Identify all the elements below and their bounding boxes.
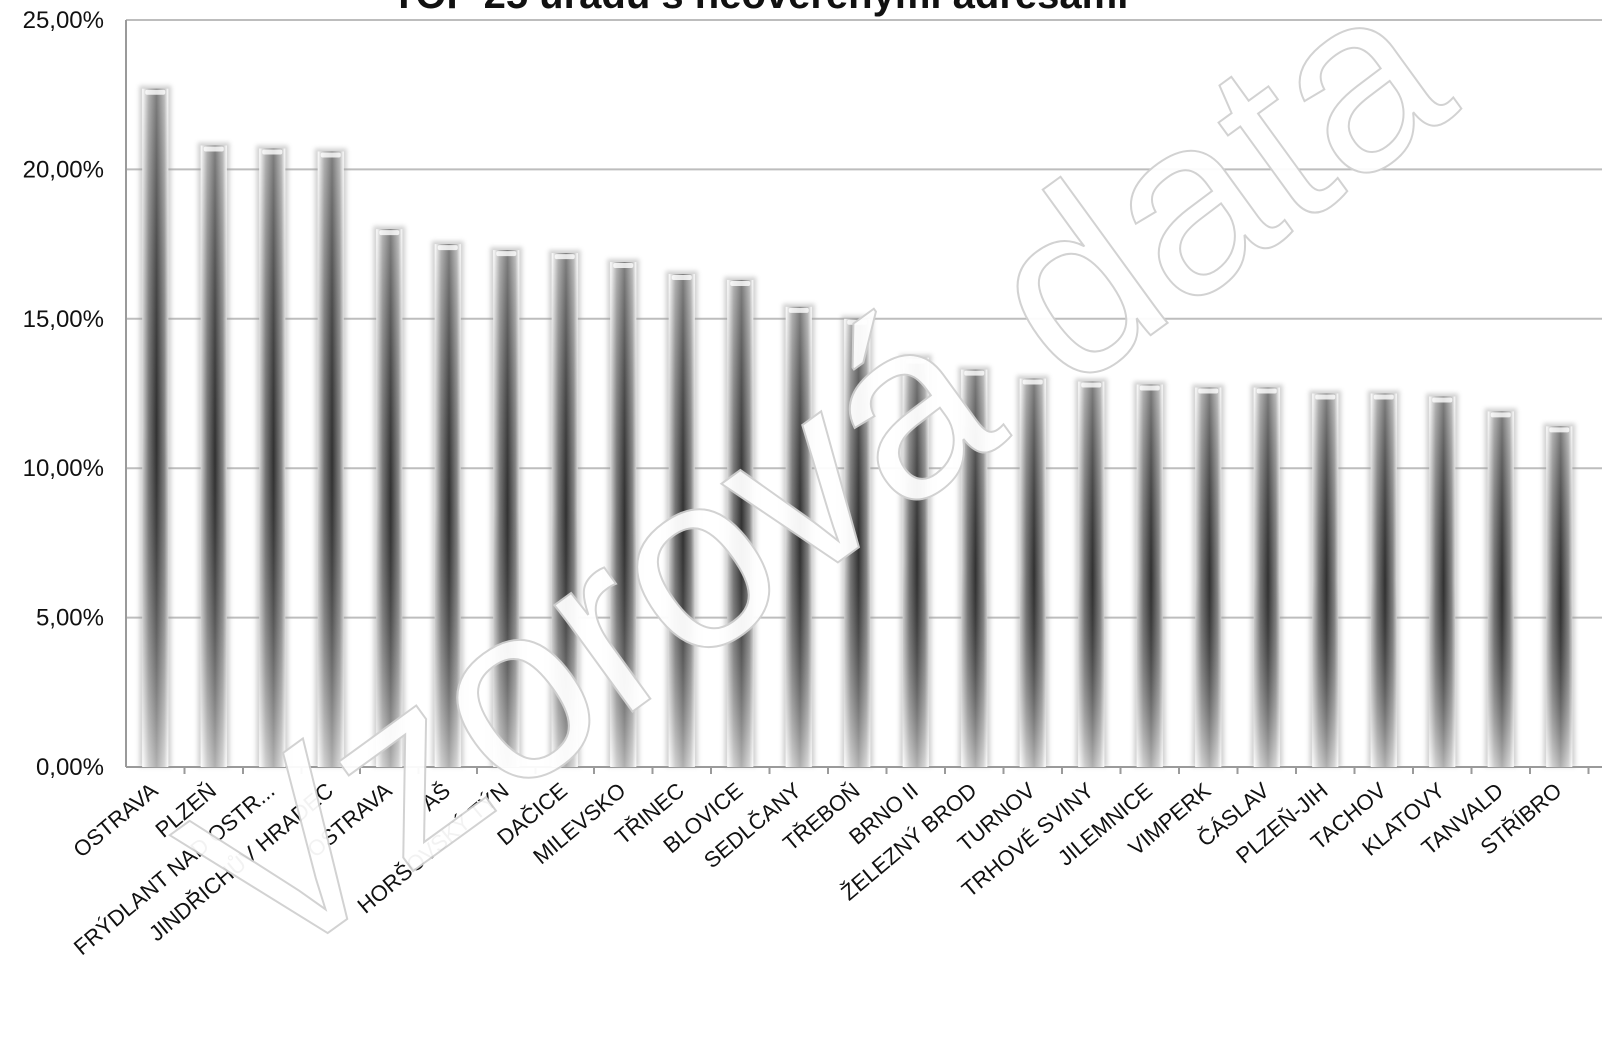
bar-cap (1139, 385, 1160, 391)
bar-shade (1429, 396, 1456, 767)
bar-cap (1373, 394, 1394, 400)
bar-cap (1198, 388, 1219, 394)
bar-shade (1019, 378, 1046, 767)
bar (1192, 384, 1225, 767)
bar-cap (203, 146, 224, 152)
bar (1250, 384, 1283, 767)
bar (373, 226, 406, 767)
bar (724, 276, 757, 767)
bar-shade (785, 306, 812, 767)
bar-cap (613, 263, 634, 269)
bar-shade (376, 229, 403, 767)
bar-cap (1081, 382, 1102, 388)
y-tick-label: 20,00% (23, 156, 104, 183)
bar (782, 303, 815, 767)
bar (197, 142, 230, 768)
bar-cap (379, 230, 400, 236)
bar-shade (902, 357, 929, 767)
bar-cap (1432, 397, 1453, 403)
bar (1484, 408, 1517, 767)
y-tick-label: 15,00% (23, 306, 104, 333)
bar (256, 145, 289, 767)
bar-cap (671, 274, 692, 280)
bar-cap (847, 319, 868, 325)
bar-shade (961, 369, 988, 767)
bar-shade (1078, 381, 1105, 767)
bar-shade (317, 151, 344, 768)
bar (548, 250, 581, 768)
bar (665, 270, 698, 767)
bar (314, 148, 347, 768)
bar-shade (1195, 387, 1222, 767)
bar (139, 85, 172, 767)
y-axis-tick-labels: 0,00% 5,00% 10,00% 15,00% 20,00% 25,00% (23, 7, 104, 781)
bar (841, 315, 874, 767)
bar-shade (551, 253, 578, 768)
bar-shade (434, 244, 461, 768)
bar (1075, 378, 1108, 767)
bar (1309, 390, 1342, 767)
bar-cap (788, 307, 809, 313)
bar-cap (554, 254, 575, 260)
x-axis-tick-marks (183, 767, 1590, 774)
bar-shade (668, 273, 695, 767)
bar-shade (493, 250, 520, 768)
bar (1133, 381, 1166, 767)
bar (490, 247, 523, 768)
bars (139, 85, 1576, 768)
bar-cap (1490, 412, 1511, 418)
bar-cap (262, 149, 283, 155)
bar (1367, 390, 1400, 767)
bar-shade (1253, 387, 1280, 767)
bar-shade (1136, 384, 1163, 767)
bar (1426, 393, 1459, 767)
bar (1543, 423, 1576, 767)
bar-shade (1546, 426, 1573, 767)
bar-cap (1022, 379, 1043, 385)
bar-shade (1487, 411, 1514, 767)
y-tick-label: 25,00% (23, 7, 104, 34)
chart-title: TOP 25 úřadů s neověřenými adresami (392, 0, 1129, 17)
bar-shade (259, 148, 286, 767)
bar-cap (730, 280, 751, 286)
bar-cap (320, 152, 341, 158)
bar-shade (844, 318, 871, 767)
y-tick-label: 0,00% (36, 754, 104, 781)
bar-cap (1549, 427, 1570, 433)
bar-shade (200, 145, 227, 768)
bar-shade (1370, 393, 1397, 767)
bar-shade (1312, 393, 1339, 767)
y-tick-label: 5,00% (36, 605, 104, 632)
bar-cap (964, 370, 985, 376)
y-tick-label: 10,00% (23, 455, 104, 482)
bar (958, 366, 991, 767)
bar (899, 354, 932, 767)
bar (1016, 375, 1049, 767)
bar-cap (1315, 394, 1336, 400)
bar-cap (496, 251, 517, 257)
bar (431, 241, 464, 768)
bar-cap (905, 358, 926, 364)
bar-shade (610, 262, 637, 767)
bar (607, 259, 640, 767)
bar-shade (142, 88, 169, 767)
bar-cap (437, 245, 458, 251)
bar-cap (1256, 388, 1277, 394)
bar-shade (727, 279, 754, 767)
bar-cap (145, 89, 166, 95)
